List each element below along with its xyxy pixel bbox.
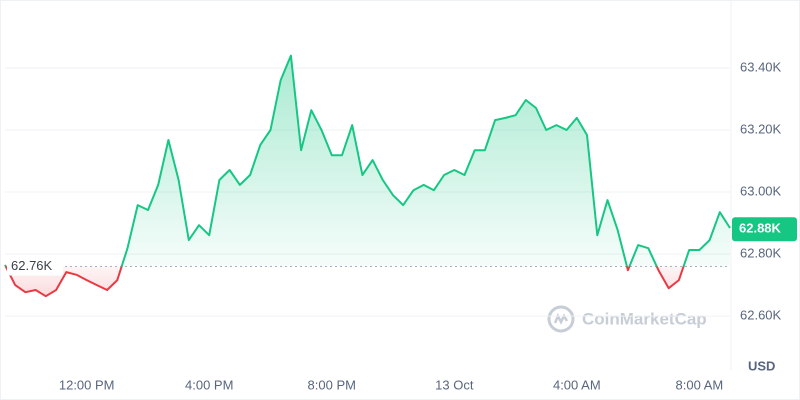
area [5,55,730,297]
x-tick-label: 12:00 PM [59,377,115,392]
y-tick-label: 62.60K [740,308,782,323]
y-tick-label: 63.40K [740,59,782,74]
baseline-label-box [7,257,63,276]
last-price-label: 62.88K [739,221,782,236]
y-tick-label: 63.20K [740,121,782,136]
axis-unit: USD [748,358,775,373]
x-tick-label: 4:00 AM [553,377,601,392]
y-tick-label: 63.00K [740,183,782,198]
baseline-label: 62.76K [11,258,53,273]
x-tick-label: 4:00 PM [185,377,233,392]
last-price-badge [732,217,797,242]
watermark-logo [547,305,575,333]
x-tick-label: 8:00 AM [676,377,724,392]
x-tick-label: 8:00 PM [308,377,356,392]
x-tick-label: 13 Oct [435,377,474,392]
y-tick-label: 62.80K [740,246,782,261]
price-line [4,54,731,298]
watermark: CoinMarketCap [582,309,707,328]
